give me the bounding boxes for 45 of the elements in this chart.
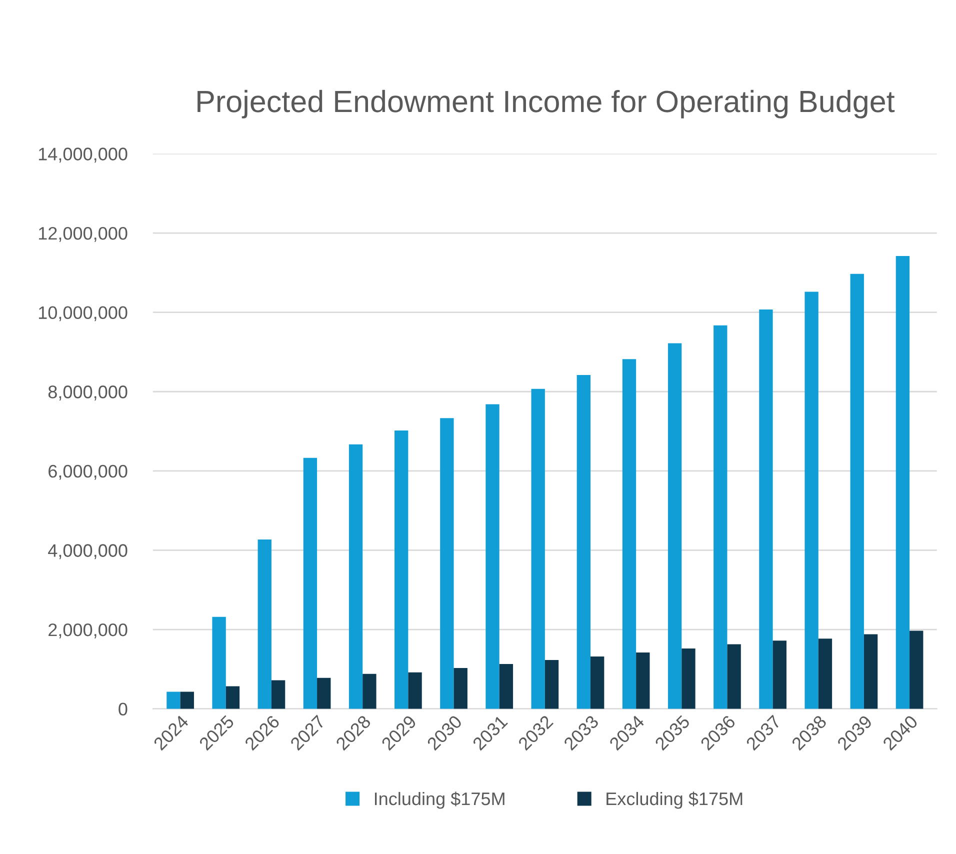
y-tick-label: 2,000,000	[48, 623, 128, 638]
bar	[303, 458, 318, 709]
legend-label: Excluding $175M	[606, 792, 742, 809]
bar	[636, 652, 650, 709]
y-tick-label: 8,000,000	[48, 386, 128, 400]
bar	[544, 660, 559, 709]
bar	[759, 310, 773, 709]
bar	[668, 343, 682, 709]
y-tick-label: 6,000,000	[48, 464, 128, 480]
bar	[804, 292, 818, 709]
bar	[394, 430, 408, 709]
bar	[531, 388, 545, 709]
chart-title: Projected Endowment Income for Operating Budget	[198, 90, 895, 118]
bar	[454, 668, 468, 709]
bar	[910, 630, 924, 709]
y-tick-label: 0	[118, 702, 128, 716]
bar	[271, 680, 286, 709]
bar	[727, 644, 741, 709]
bar	[818, 638, 832, 709]
bar	[317, 678, 331, 709]
bar	[486, 404, 500, 709]
bar	[212, 616, 226, 709]
bar	[362, 674, 376, 709]
bar	[440, 418, 454, 709]
legend-label: Including $175M	[374, 792, 504, 809]
y-tick-label: 4,000,000	[48, 544, 128, 560]
bar	[226, 686, 240, 709]
y-tick-label: 14,000,000	[38, 148, 128, 163]
bar	[576, 374, 590, 709]
bar	[590, 656, 604, 709]
bar	[180, 692, 194, 709]
y-tick-label: 10,000,000	[38, 306, 128, 322]
bar	[258, 540, 272, 709]
y-tick-label: 12,000,000	[38, 226, 128, 242]
bar	[864, 634, 878, 709]
bar	[622, 359, 636, 709]
bar	[850, 274, 864, 709]
bar	[682, 648, 696, 709]
bar	[499, 664, 514, 709]
bar	[348, 444, 363, 709]
bar	[896, 256, 910, 709]
bar	[166, 692, 180, 709]
bar	[714, 325, 728, 709]
bar	[772, 640, 786, 709]
bar	[408, 672, 422, 709]
